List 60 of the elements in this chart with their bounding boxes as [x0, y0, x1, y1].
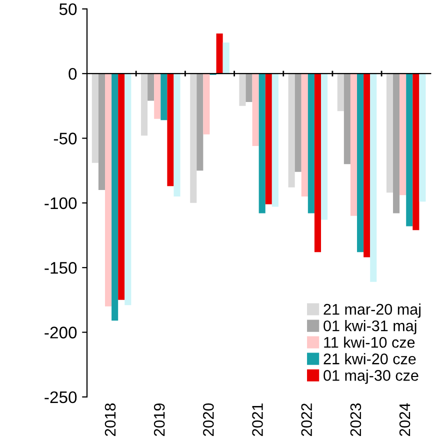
bar	[265, 74, 272, 204]
bar	[412, 74, 420, 230]
bar	[419, 74, 426, 202]
bar	[239, 74, 246, 106]
bar	[105, 74, 112, 306]
bar	[190, 74, 197, 203]
y-tick-label: 50	[59, 3, 77, 16]
legend-label: 01 maj-30 cze	[324, 370, 418, 384]
bar	[98, 74, 105, 190]
bar	[294, 74, 302, 172]
y-tick-label: -200	[44, 326, 77, 338]
bar	[222, 42, 230, 74]
x-tick-label: 2023	[350, 403, 362, 436]
bar	[92, 74, 98, 163]
bar	[246, 74, 252, 102]
x-tick-label: 2021	[252, 404, 263, 436]
legend-label: 01 kwi-31 maj	[324, 320, 416, 334]
bar	[301, 74, 308, 196]
x-tick-label: 2020	[203, 403, 214, 436]
bar	[370, 74, 377, 282]
bar	[154, 74, 161, 119]
bar	[167, 74, 174, 186]
bar	[406, 74, 413, 226]
bar	[174, 74, 180, 196]
bar	[203, 74, 210, 134]
bar	[357, 74, 364, 252]
bar	[400, 74, 406, 196]
bar	[160, 74, 168, 120]
y-tick-label: -250	[44, 391, 77, 404]
legend-label: 21 kwi-20 cze	[324, 353, 416, 364]
x-tick-label: 2022	[301, 404, 312, 436]
bar	[216, 33, 223, 74]
y-tick-label: -50	[54, 132, 77, 144]
y-tick-label: -100	[44, 197, 77, 210]
bar	[321, 74, 328, 220]
legend-label: 21 mar-20 maj	[324, 304, 420, 318]
bar	[258, 74, 266, 214]
bar	[148, 74, 154, 101]
bar	[141, 74, 148, 136]
bar	[314, 74, 322, 252]
legend-label: 11 kwi-10 cze	[324, 336, 415, 348]
x-tick-label: 2019	[154, 403, 165, 436]
bar	[393, 74, 400, 214]
x-tick-label: 2024	[399, 403, 410, 436]
bar	[288, 74, 295, 188]
y-tick-label: 0	[68, 68, 77, 80]
bar	[337, 74, 344, 112]
bar	[124, 74, 132, 306]
bar	[252, 74, 259, 146]
bar	[344, 74, 350, 164]
bar	[364, 74, 370, 258]
bar	[272, 74, 278, 207]
x-tick-label: 2018	[104, 403, 116, 436]
bar	[350, 74, 358, 216]
bar	[118, 74, 125, 300]
bar	[308, 74, 314, 214]
bar	[196, 74, 204, 171]
y-tick-label: -150	[44, 262, 77, 274]
bar	[386, 74, 394, 193]
bar	[112, 74, 118, 321]
